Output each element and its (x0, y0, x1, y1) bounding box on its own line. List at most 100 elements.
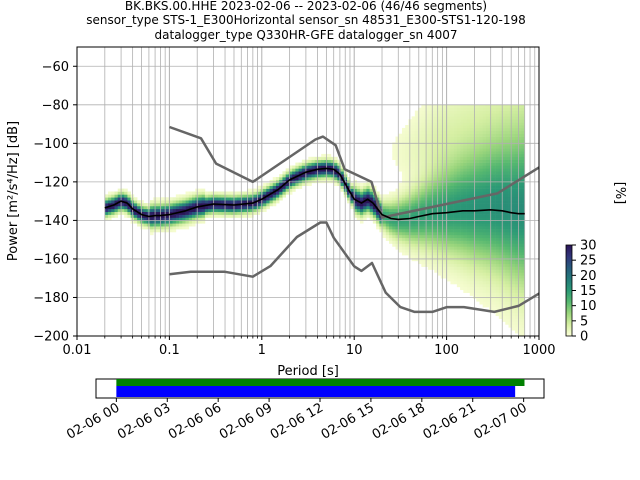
heatmap-cell (485, 260, 490, 265)
heatmap-cell (482, 200, 487, 204)
heatmap-cell (447, 217, 451, 221)
heatmap-cell (156, 197, 161, 201)
heatmap-cell (418, 188, 422, 192)
heatmap-cell (214, 214, 219, 218)
heatmap-cell (120, 205, 125, 210)
heatmap-cell (350, 188, 354, 192)
heatmap-cell (443, 145, 448, 149)
heatmap-cell (518, 203, 522, 207)
heatmap-cell (143, 203, 148, 207)
heatmap-cell (515, 119, 519, 123)
heatmap-cell (279, 191, 283, 195)
heatmap-cell (334, 165, 338, 169)
heatmap-cell (450, 249, 454, 253)
heatmap-cell (431, 133, 435, 137)
heatmap-cell (511, 122, 516, 126)
heatmap-cell (450, 246, 454, 250)
heatmap-cell (447, 159, 451, 163)
heatmap-cell (479, 240, 483, 244)
heatmap-cell (405, 151, 409, 155)
heatmap-cell (502, 275, 506, 279)
heatmap-cell (521, 275, 525, 279)
heatmap-cell (482, 289, 487, 293)
heatmap-cell (466, 113, 471, 117)
heatmap-cell (505, 125, 509, 129)
heatmap-cell (311, 171, 316, 175)
heatmap-cell (337, 177, 341, 181)
heatmap-cell (463, 104, 467, 108)
heatmap-cell (469, 211, 474, 215)
heatmap-cell (466, 234, 471, 239)
heatmap-cell (353, 208, 358, 213)
heatmap-cell (359, 182, 364, 187)
heatmap-cell (482, 249, 487, 253)
heatmap-cell (414, 133, 419, 137)
heatmap-cell (492, 122, 496, 126)
heatmap-cell (515, 266, 519, 270)
heatmap-cell (469, 113, 474, 117)
heatmap-cell (482, 188, 487, 192)
heatmap-cell (434, 237, 438, 241)
heatmap-cell (427, 139, 432, 143)
heatmap-cell (505, 249, 509, 253)
heatmap-cell (492, 292, 496, 296)
heatmap-cell (398, 243, 403, 247)
heatmap-cell (295, 168, 299, 172)
heatmap-cell (495, 220, 500, 224)
heatmap-cell (511, 153, 516, 158)
heatmap-cell (434, 125, 438, 129)
heatmap-cell (463, 275, 467, 279)
heatmap-cell (502, 168, 506, 172)
heatmap-cell (495, 125, 500, 129)
heatmap-cell (159, 217, 164, 221)
heatmap-cell (398, 237, 403, 241)
heatmap-cell (437, 269, 442, 273)
heatmap-cell (450, 275, 454, 279)
heatmap-cell (137, 203, 141, 207)
heatmap-cell (237, 200, 241, 204)
heatmap-cell (479, 286, 483, 291)
heatmap-cell (469, 174, 474, 178)
heatmap-cell (437, 171, 442, 175)
heatmap-cell (498, 125, 503, 129)
heatmap-cell (495, 263, 500, 267)
heatmap-cell (421, 136, 425, 140)
heatmap-cell (427, 257, 432, 262)
heatmap-cell (447, 188, 451, 192)
heatmap-cell (498, 185, 503, 189)
heatmap-cell (162, 220, 167, 224)
heatmap-cell (505, 191, 509, 195)
heatmap-cell (505, 168, 509, 172)
heatmap-cell (482, 148, 487, 152)
heatmap-cell (443, 107, 448, 111)
heatmap-cell (411, 243, 416, 247)
x-tick-label: 1 (258, 343, 266, 358)
heatmap-cell (114, 214, 119, 218)
heatmap-cell (505, 272, 509, 276)
heatmap-cell (421, 153, 425, 158)
heatmap-cell (456, 269, 461, 273)
heatmap-cell (431, 234, 435, 239)
heatmap-cell (498, 191, 503, 195)
heatmap-cell (431, 159, 435, 163)
heatmap-cell (263, 194, 267, 198)
heatmap-cell (463, 125, 467, 129)
heatmap-cell (224, 211, 228, 215)
heatmap-cell (208, 214, 212, 218)
heatmap-cell (476, 153, 480, 158)
heatmap-cell (411, 252, 416, 256)
heatmap-cell (469, 255, 474, 259)
heatmap-cell (385, 205, 390, 210)
heatmap-cell (376, 211, 380, 215)
heatmap-cell (311, 156, 316, 161)
heatmap-cell (495, 174, 500, 178)
heatmap-cell (466, 139, 471, 143)
heatmap-cell (508, 125, 513, 129)
heatmap-cell (182, 211, 186, 215)
heatmap-cell (327, 159, 332, 163)
heatmap-cell (492, 139, 496, 143)
heatmap-cell (508, 127, 513, 132)
heatmap-cell (495, 200, 500, 204)
heatmap-cell (256, 200, 261, 204)
